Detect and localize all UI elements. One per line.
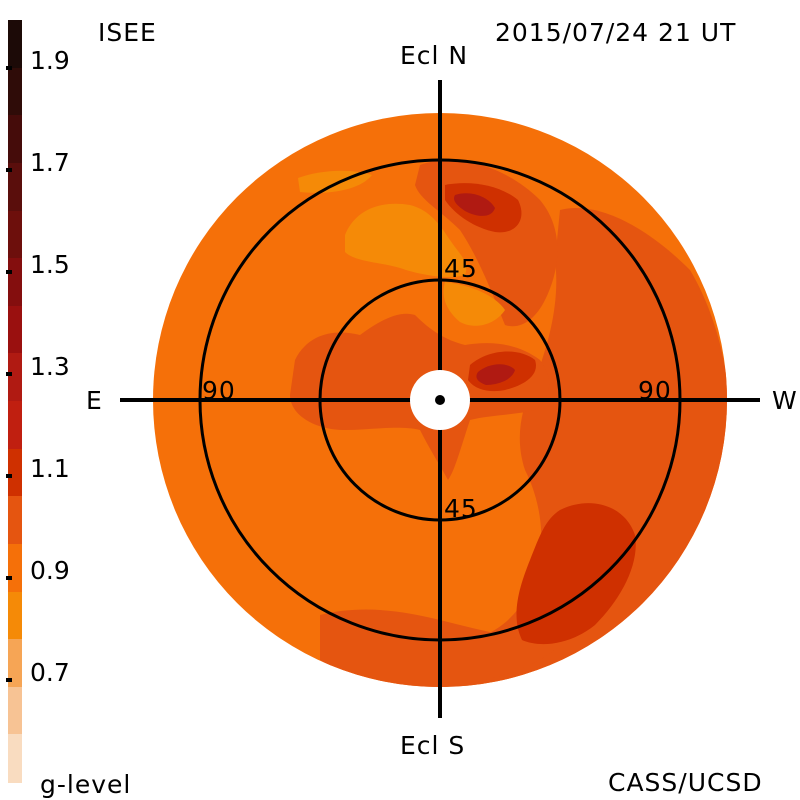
contour-light-top — [345, 203, 467, 278]
colorbar-tick-label: 1.1 — [30, 454, 70, 483]
contour-light-north — [443, 282, 505, 326]
colorbar-segment — [8, 210, 22, 260]
ring-label-90-east: 90 — [202, 376, 236, 405]
ring-label-90-west: 90 — [638, 376, 672, 405]
direction-north-label: Ecl N — [400, 41, 469, 70]
credit-label: CASS/UCSD — [608, 768, 763, 797]
colorbar-tick-mark — [6, 66, 12, 70]
timestamp: 2015/07/24 21 UT — [495, 18, 737, 47]
colorbar-segment — [8, 115, 22, 164]
colorbar-segment — [8, 448, 22, 498]
colorbar-segment — [8, 686, 22, 736]
colorbar-tick-label: 1.5 — [30, 250, 70, 279]
colorbar — [8, 20, 22, 783]
colorbar-tick-mark — [6, 678, 12, 682]
colorbar-tick-mark — [6, 372, 12, 376]
direction-west-label: W — [772, 386, 798, 415]
ring-label-45-north: 45 — [444, 254, 478, 283]
colorbar-segment — [8, 639, 22, 688]
colorbar-segment — [8, 20, 22, 69]
colorbar-tick-mark — [6, 168, 12, 172]
ring-label-45-south: 45 — [444, 494, 478, 523]
colorbar-segment — [8, 258, 22, 307]
colorbar-segment — [8, 305, 22, 355]
direction-east-label: E — [86, 386, 103, 415]
colorbar-tick-mark — [6, 474, 12, 478]
colorbar-tick-label: 1.3 — [30, 352, 70, 381]
direction-south-label: Ecl S — [400, 731, 466, 760]
colorbar-segment — [8, 401, 22, 450]
colorbar-title: g-level — [40, 770, 132, 799]
colorbar-segment — [8, 591, 22, 641]
colorbar-tick-mark — [6, 576, 12, 580]
contour-strong-se — [516, 503, 636, 645]
colorbar-segment — [8, 496, 22, 545]
colorbar-segment — [8, 543, 22, 593]
colorbar-tick-label: 0.9 — [30, 556, 70, 585]
colorbar-segment — [8, 67, 22, 117]
contour-peak-center — [476, 364, 515, 385]
colorbar-segment — [8, 734, 22, 783]
sun-center-dot — [435, 395, 445, 405]
colorbar-segment — [8, 353, 22, 402]
colorbar-tick-mark — [6, 270, 12, 274]
contour-right-band — [350, 208, 727, 687]
contour-peak-north — [454, 193, 495, 216]
colorbar-tick-label: 0.7 — [30, 658, 70, 687]
colorbar-tick-label: 1.7 — [30, 148, 70, 177]
source-label: ISEE — [98, 18, 157, 47]
colorbar-segment — [8, 162, 22, 212]
colorbar-tick-label: 1.9 — [30, 46, 70, 75]
